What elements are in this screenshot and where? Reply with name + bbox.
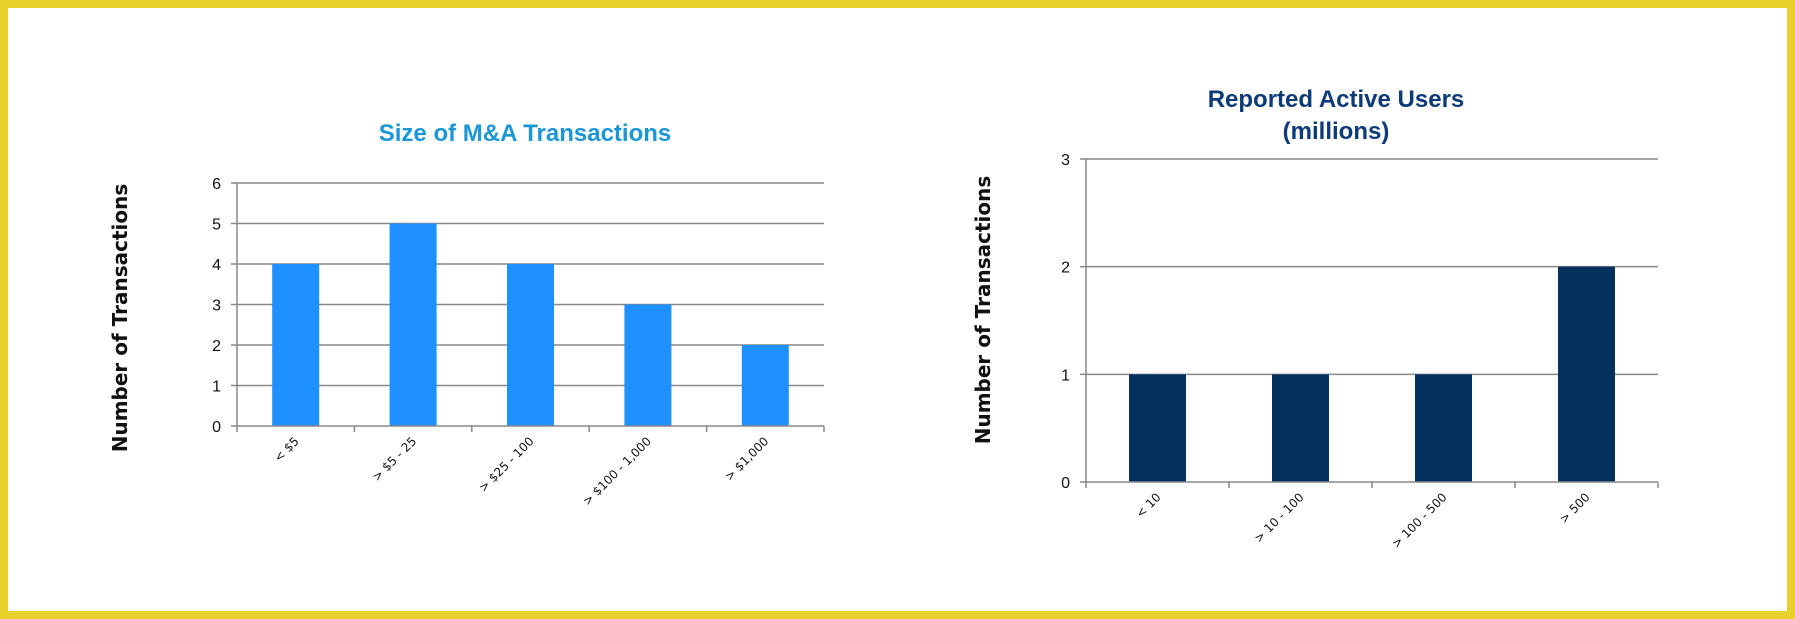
bar (272, 264, 320, 426)
bar (1129, 374, 1186, 482)
y-axis-label: Number of Transactions (108, 184, 132, 453)
bar (624, 304, 672, 426)
chart-reported-active-users: Reported Active Users (millions) Number … (971, 86, 1659, 551)
y-tick-label: 6 (212, 176, 221, 193)
y-tick-label: 4 (212, 257, 221, 274)
y-tick-label: 2 (212, 338, 221, 355)
y-tick-labels: 0 1 2 3 4 5 6 (212, 176, 221, 436)
chart-title: Reported Active Users (1208, 86, 1465, 113)
x-tick-label: > 100 - 500 (1389, 490, 1450, 551)
axes (231, 182, 825, 432)
y-tick-label: 3 (1061, 152, 1070, 169)
chart-title: Size of M&A Transactions (379, 120, 672, 147)
y-tick-label: 0 (212, 419, 221, 436)
bar (507, 264, 554, 426)
y-tick-label: 1 (212, 379, 221, 396)
x-tick-label: > 10 - 100 (1251, 490, 1306, 545)
y-tick-label: 0 (1061, 475, 1070, 492)
y-tick-label: 1 (1061, 367, 1070, 384)
x-tick-label: < 10 (1133, 490, 1164, 521)
bar (1272, 374, 1329, 482)
chart-size-of-ma-transactions: Size of M&A Transactions Number of Trans… (108, 120, 825, 508)
axes (1080, 158, 1659, 488)
chart-title-line-2: (millions) (1283, 118, 1390, 145)
bars (272, 223, 789, 426)
y-tick-label: 3 (212, 298, 221, 315)
y-tick-labels: 0 1 2 3 (1061, 152, 1070, 492)
bar (389, 223, 437, 426)
y-tick-label: 2 (1061, 260, 1070, 277)
y-axis-label: Number of Transactions (971, 176, 995, 445)
y-tick-label: 5 (212, 217, 221, 234)
bar (1415, 374, 1472, 482)
x-tick-label: > 500 (1557, 490, 1593, 526)
x-tick-labels: < 10 > 10 - 100 > 100 - 500 > 500 (1133, 490, 1593, 551)
bar (1558, 266, 1615, 482)
bars (1129, 266, 1615, 482)
bar (741, 345, 789, 426)
